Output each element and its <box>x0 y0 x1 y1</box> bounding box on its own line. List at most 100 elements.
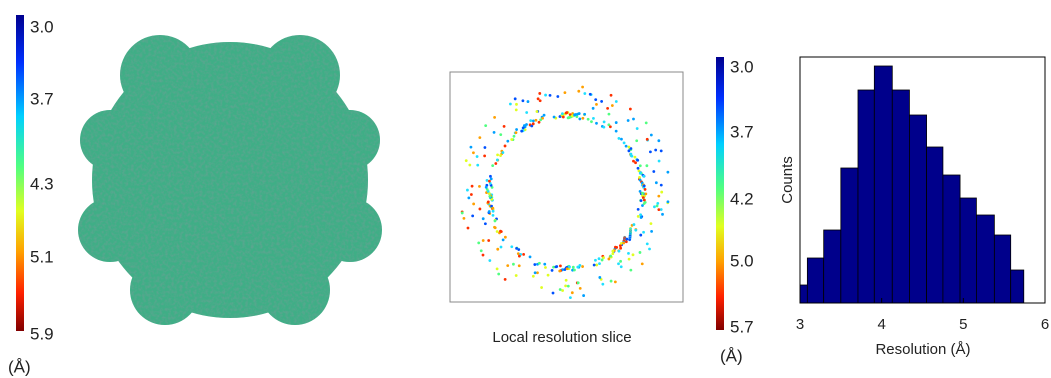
slice-dot <box>525 111 528 114</box>
slice-dot <box>504 278 507 281</box>
slice-dot <box>639 213 642 216</box>
slice-dot <box>644 201 647 204</box>
bar <box>909 115 926 303</box>
slice-dot <box>567 116 570 119</box>
slice-dot <box>463 217 466 220</box>
slice-dot <box>581 86 584 89</box>
slice-dot <box>639 164 642 167</box>
slice-dot <box>493 116 496 119</box>
slice-dot <box>587 118 590 121</box>
slice-dot <box>513 135 516 138</box>
slice-dot <box>625 145 628 148</box>
slice-dot <box>610 280 613 283</box>
slice-dot <box>522 99 525 102</box>
slice-dot <box>666 171 669 174</box>
slice-dot <box>628 258 631 261</box>
slice-dot <box>538 121 541 124</box>
bar <box>858 90 874 303</box>
slice-dot <box>638 176 641 179</box>
slice-dot <box>471 215 474 218</box>
slice-dot <box>486 179 489 182</box>
slice-dot <box>499 230 502 233</box>
slice-dot <box>625 238 628 241</box>
slice-dot <box>488 259 491 262</box>
slice-dot <box>478 136 481 139</box>
slice-dot <box>488 180 491 183</box>
slice-dot <box>539 118 542 121</box>
slice-dot <box>496 248 499 251</box>
colorbar-tick-label: 3.0 <box>30 17 54 36</box>
slice-dot <box>654 149 657 152</box>
slice-dot <box>609 125 612 128</box>
slice-dot <box>606 107 609 110</box>
slice-dot <box>566 267 569 270</box>
slice-dot <box>497 273 500 276</box>
slice-dot <box>655 181 658 184</box>
colorbar-unit: (Å) <box>8 357 31 376</box>
slice-dot <box>552 266 555 269</box>
slice-dot <box>527 100 530 103</box>
slice-dot <box>582 294 585 297</box>
slice-dot <box>553 116 556 119</box>
slice-dot <box>611 252 614 255</box>
slice-dot <box>660 191 663 194</box>
x-tick-label: 3 <box>796 316 804 333</box>
slice-dot <box>480 249 483 252</box>
slice-dot <box>633 223 636 226</box>
slice-dot <box>476 164 479 167</box>
figure: 3.03.74.35.15.9(Å) Local resolution slic… <box>0 0 1051 378</box>
slice-dot <box>590 120 593 123</box>
slice-dot <box>656 204 659 207</box>
slice-dot <box>532 122 535 125</box>
slice-dot <box>496 153 499 156</box>
colorbar-tick-label: 4.2 <box>730 189 754 208</box>
slice-dot <box>598 262 601 265</box>
slice-dot <box>496 159 499 162</box>
slice-dot <box>544 266 547 269</box>
slice-dot <box>492 210 495 213</box>
slice-dot <box>488 195 491 198</box>
slice-dot <box>632 118 635 121</box>
bar <box>1011 270 1024 303</box>
slice-dot <box>556 95 559 98</box>
x-tick-label: 5 <box>959 316 967 333</box>
slice-dot <box>487 200 490 203</box>
slice-dot <box>592 117 595 120</box>
slice-dot <box>489 175 492 178</box>
slice-dot <box>484 222 487 225</box>
slice-dot <box>646 138 649 141</box>
slice-dot <box>551 269 554 272</box>
slice-dot <box>650 230 653 233</box>
slice-dot <box>629 269 632 272</box>
bar <box>800 285 807 303</box>
slice-dot <box>494 162 497 165</box>
slice-dot <box>561 289 564 292</box>
slice-dot <box>522 126 525 129</box>
slice-dot <box>477 241 480 244</box>
slice-dot <box>634 156 637 159</box>
slice-dot <box>646 243 649 246</box>
slice-dot <box>470 193 473 196</box>
slice-dot <box>571 291 574 294</box>
bar <box>892 90 909 303</box>
slice-dot <box>583 113 586 116</box>
slice-dot <box>628 238 631 241</box>
slice-dot <box>568 266 571 269</box>
slice-dot <box>467 196 470 199</box>
slice-dot <box>615 130 618 133</box>
slice-dot <box>515 103 518 106</box>
slice-dot <box>657 139 660 142</box>
slice-dot <box>609 255 612 258</box>
bar <box>976 215 994 303</box>
slice-dot <box>555 265 558 268</box>
slice-dot <box>543 263 546 266</box>
slice-dot <box>592 107 595 110</box>
slice-dot <box>558 270 561 273</box>
slice-dot <box>581 265 584 268</box>
slice-dot <box>639 172 642 175</box>
colorbar-unit: (Å) <box>720 346 743 365</box>
slice-dot <box>628 146 631 149</box>
slice-dot <box>536 110 539 113</box>
slice-dot <box>648 248 651 251</box>
slice-dot <box>509 103 512 106</box>
